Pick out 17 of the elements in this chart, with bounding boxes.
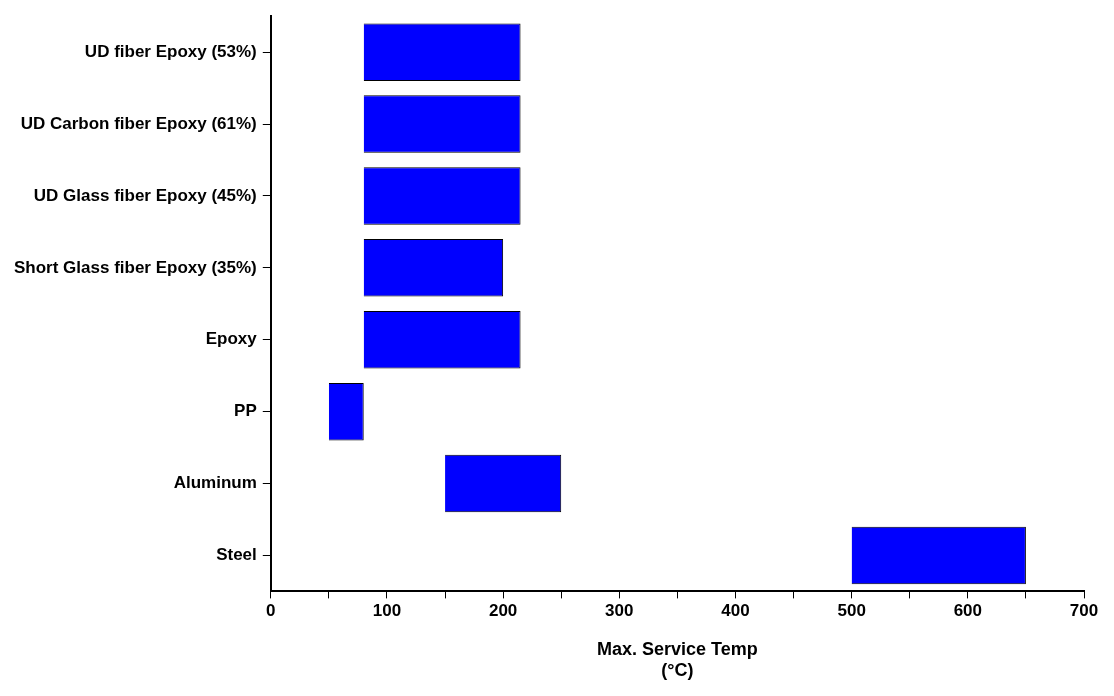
x-tick-label: 500: [837, 601, 866, 621]
y-tick-label: UD Carbon fiber Epoxy (61%): [20, 113, 257, 133]
x-tick-label: 400: [721, 601, 750, 621]
y-tick-label: Aluminum: [173, 473, 257, 493]
y-tick-label: UD fiber Epoxy (53%): [84, 41, 257, 61]
x-axis-title: Max. Service Temp (°C): [597, 638, 758, 681]
x-tick-label: 300: [605, 601, 634, 621]
x-tick-label: 700: [1069, 601, 1099, 621]
y-tick-label: Epoxy: [205, 329, 258, 349]
y-tick-label: Short Glass fiber Epoxy (35%): [13, 257, 257, 277]
x-tick-label: 600: [953, 601, 983, 621]
y-tick-label: UD Glass fiber Epoxy (45%): [33, 185, 257, 205]
x-tick-label: 200: [488, 601, 518, 621]
x-tick-label: 100: [372, 601, 402, 621]
y-tick-label: Steel: [216, 545, 257, 565]
y-tick-label: PP: [234, 401, 257, 421]
x-tick-label: 0: [266, 601, 276, 621]
